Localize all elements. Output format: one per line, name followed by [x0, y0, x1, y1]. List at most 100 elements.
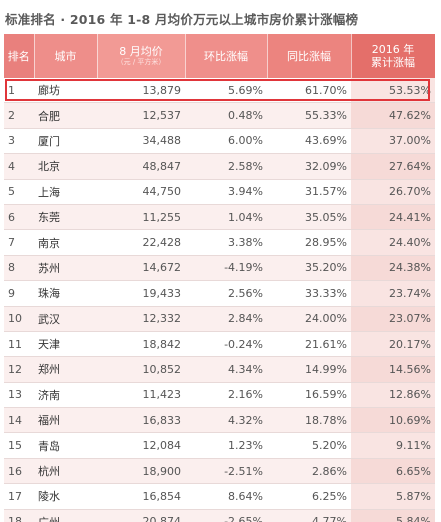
mom-cell: 3.38%: [185, 229, 267, 256]
cumulative-cell: 24.40%: [351, 229, 435, 256]
cumulative-cell: 10.69%: [351, 407, 435, 434]
yoy-cell: 33.33%: [267, 280, 351, 307]
rank-cell: 10: [4, 306, 34, 332]
price-cell: 22,428: [97, 229, 185, 256]
header-yoy: 同比涨幅: [267, 34, 352, 78]
mom-cell: 2.16%: [185, 382, 267, 409]
cumulative-cell: 14.56%: [351, 356, 435, 383]
price-cell: 12,084: [97, 432, 185, 459]
yoy-cell: 21.61%: [267, 331, 351, 358]
table-row: 5 上海 44,750 3.94% 31.57% 26.70%: [4, 179, 435, 205]
city-cell: 广州: [34, 509, 97, 522]
cumulative-cell: 37.00%: [351, 128, 435, 155]
city-cell: 天津: [34, 331, 97, 358]
cumulative-cell: 20.17%: [351, 331, 435, 358]
yoy-cell: 35.05%: [267, 204, 351, 231]
city-cell: 青岛: [34, 432, 97, 459]
header-cum-line2: 累计涨幅: [371, 56, 415, 69]
header-price: 8 月均价 （元 / 平方米）: [97, 34, 186, 78]
cumulative-cell: 5.87%: [351, 483, 435, 510]
price-ranking-table: 排名 城市 8 月均价 （元 / 平方米） 环比涨幅 同比涨幅 2016 年 累…: [4, 34, 436, 522]
table-row: 15 青岛 12,084 1.23% 5.20% 9.11%: [4, 432, 435, 459]
price-cell: 12,332: [97, 306, 185, 332]
cumulative-cell: 27.64%: [351, 153, 435, 180]
price-cell: 34,488: [97, 128, 185, 155]
yoy-cell: 18.78%: [267, 407, 351, 434]
city-cell: 郑州: [34, 356, 97, 383]
table-row: 7 南京 22,428 3.38% 28.95% 24.40%: [4, 229, 435, 256]
cumulative-cell: 53.53%: [351, 78, 435, 104]
header-price-label: 8 月均价: [119, 45, 163, 58]
cumulative-cell: 12.86%: [351, 382, 435, 409]
city-cell: 厦门: [34, 128, 97, 155]
city-cell: 武汉: [34, 306, 97, 332]
city-cell: 东莞: [34, 204, 97, 231]
yoy-cell: 14.99%: [267, 356, 351, 383]
yoy-cell: 6.25%: [267, 483, 351, 510]
city-cell: 杭州: [34, 458, 97, 485]
yoy-cell: 4.77%: [267, 509, 351, 522]
price-cell: 18,842: [97, 331, 185, 358]
price-cell: 44,750: [97, 179, 185, 205]
yoy-cell: 35.20%: [267, 255, 351, 282]
city-cell: 苏州: [34, 255, 97, 282]
header-cumulative: 2016 年 累计涨幅: [351, 34, 436, 78]
rank-cell: 14: [4, 407, 34, 434]
rank-cell: 4: [4, 153, 34, 180]
header-cum-line1: 2016 年: [371, 43, 415, 56]
cumulative-cell: 24.41%: [351, 204, 435, 231]
header-city: 城市: [34, 34, 98, 78]
cumulative-cell: 23.07%: [351, 306, 435, 332]
rank-cell: 6: [4, 204, 34, 231]
mom-cell: 1.23%: [185, 432, 267, 459]
mom-cell: 8.64%: [185, 483, 267, 510]
header-mom: 环比涨幅: [185, 34, 268, 78]
mom-cell: 2.58%: [185, 153, 267, 180]
yoy-cell: 16.59%: [267, 382, 351, 409]
mom-cell: 6.00%: [185, 128, 267, 155]
yoy-cell: 61.70%: [267, 78, 351, 104]
price-cell: 16,854: [97, 483, 185, 510]
price-cell: 16,833: [97, 407, 185, 434]
rank-cell: 18: [4, 509, 34, 522]
cumulative-cell: 47.62%: [351, 102, 435, 129]
mom-cell: 4.34%: [185, 356, 267, 383]
table-body: 1 廊坊 13,879 5.69% 61.70% 53.53% 2 合肥 12,537 0.48%…: [4, 78, 435, 522]
table-row: 11 天津 18,842 -0.24% 21.61% 20.17%: [4, 331, 435, 358]
price-cell: 18,900: [97, 458, 185, 485]
city-cell: 上海: [34, 179, 97, 205]
rank-cell: 1: [4, 78, 34, 104]
price-cell: 14,672: [97, 255, 185, 282]
table-row: 8 苏州 14,672 -4.19% 35.20% 24.38%: [4, 255, 435, 282]
rank-cell: 11: [4, 331, 34, 358]
city-cell: 珠海: [34, 280, 97, 307]
rank-cell: 9: [4, 280, 34, 307]
mom-cell: 1.04%: [185, 204, 267, 231]
table-row: 10 武汉 12,332 2.84% 24.00% 23.07%: [4, 306, 435, 332]
cumulative-cell: 5.84%: [351, 509, 435, 522]
table-row: 14 福州 16,833 4.32% 18.78% 10.69%: [4, 407, 435, 434]
rank-cell: 16: [4, 458, 34, 485]
mom-cell: -4.19%: [185, 255, 267, 282]
rank-cell: 15: [4, 432, 34, 459]
page-title: 标准排名 · 2016 年 1-8 月均价万元以上城市房价累计涨幅榜: [5, 12, 359, 27]
yoy-cell: 32.09%: [267, 153, 351, 180]
table-header-row: 排名 城市 8 月均价 （元 / 平方米） 环比涨幅 同比涨幅 2016 年 累…: [4, 34, 436, 78]
rank-cell: 17: [4, 483, 34, 510]
table-row: 13 济南 11,423 2.16% 16.59% 12.86%: [4, 382, 435, 409]
table-row: 18广州20,874-2.65%4.77%5.84%: [4, 509, 435, 522]
table-row: 9 珠海 19,433 2.56% 33.33% 23.74%: [4, 280, 435, 307]
cumulative-cell: 6.65%: [351, 458, 435, 485]
price-cell: 13,879: [97, 78, 185, 104]
yoy-cell: 2.86%: [267, 458, 351, 485]
yoy-cell: 55.33%: [267, 102, 351, 129]
mom-cell: -2.51%: [185, 458, 267, 485]
price-cell: 11,423: [97, 382, 185, 409]
mom-cell: 3.94%: [185, 179, 267, 205]
city-cell: 济南: [34, 382, 97, 409]
price-cell: 12,537: [97, 102, 185, 129]
price-cell: 20,874: [97, 509, 185, 522]
rank-cell: 12: [4, 356, 34, 383]
cumulative-cell: 9.11%: [351, 432, 435, 459]
